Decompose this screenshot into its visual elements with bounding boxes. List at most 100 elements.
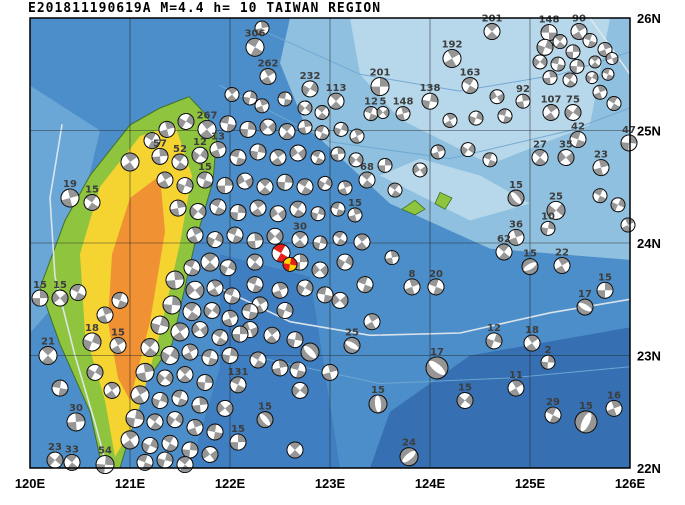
depth-label: 15 [371,385,385,396]
focal-mechanism-beachball [169,199,187,217]
focal-mechanism-beachball [171,389,189,407]
depth-label: 22 [555,248,569,259]
focal-mechanism-beachball [331,291,349,309]
depth-label: 11 [509,370,523,381]
focal-mechanism-beachball [310,150,326,165]
focal-mechanism-beachball [136,453,154,471]
focal-mechanism-beachball [574,410,598,434]
focal-mechanism-beachball [540,354,556,370]
focal-mechanism-beachball [337,180,353,196]
focal-mechanism-beachball [140,338,160,358]
focal-mechanism-beachball [160,346,180,365]
focal-mechanism-beachball [314,105,330,120]
focal-mechanism-beachball [523,334,541,352]
focal-mechanism-beachball [540,220,556,236]
focal-mechanism-beachball [399,447,419,467]
focal-mechanism-beachball [249,143,267,161]
focal-mechanism-beachball [358,171,376,189]
focal-mechanism-beachball [216,177,234,195]
focal-mechanism-beachball [532,54,548,70]
focal-mechanism-beachball [197,119,217,139]
depth-label: 12 [487,323,501,334]
focal-mechanism-beachball [96,306,114,324]
depth-label: 47 [622,125,636,136]
graticule [30,18,630,468]
lon-tick-label: 122E [215,476,246,491]
focal-mechanism-beachball [191,146,209,164]
focal-mechanism-beachball [162,295,182,315]
focal-mechanism-beachball [597,42,613,57]
depth-label: 2 [545,345,552,356]
focal-mechanism-beachball [550,56,566,72]
focal-mechanism-beachball [236,172,254,190]
focal-mechanism-beachball [229,149,247,166]
focal-mechanism-beachball [103,381,121,399]
focal-mechanism-beachball [249,199,267,217]
ishigaki-island [434,191,453,210]
lon-tick-label: 126E [615,476,646,491]
focal-mechanism-beachball [442,49,462,68]
focal-mechanism-beachball [427,278,445,296]
focal-mechanism-beachball [430,144,446,160]
focal-mechanism-beachball [497,108,513,124]
lat-tick-label: 24N [637,236,661,251]
focal-mechanism-beachball [216,399,234,417]
focal-mechanism-beachball [482,152,498,168]
focal-mechanism-beachball [553,257,571,274]
depth-label: 17 [430,347,444,358]
focal-mechanism-beachball [177,113,195,130]
focal-mechanism-beachball [425,356,449,380]
lon-tick-label: 124E [415,476,446,491]
depth-label: 8 [409,269,416,280]
depth-label: 148 [539,15,560,26]
bathy-contour-3 [249,355,630,385]
depth-label: 35 [559,140,573,151]
focal-mechanism-beachball [276,302,294,319]
focal-mechanism-beachball [200,252,220,272]
focal-mechanism-beachball [246,232,264,250]
focal-mechanism-beachball [229,376,247,394]
focal-mechanism-beachball [269,149,287,166]
depth-label: 232 [300,71,321,82]
focal-mechanism-beachball [515,93,531,109]
focal-mechanism-beachball [521,258,539,276]
depth-label: 138 [420,83,441,94]
depth-label: 33 [65,444,79,455]
focal-mechanism-beachball [461,77,479,94]
focal-mechanism-beachball [412,162,428,178]
focal-mechanism-layer [31,20,638,475]
focal-mechanism-beachball [246,253,264,271]
focal-mechanism-beachball [219,115,237,133]
deep-southeast-basin [370,327,630,468]
focal-mechanism-beachball [363,106,379,122]
focal-mechanism-beachball [546,200,566,220]
focal-mechanism-beachball [165,270,185,290]
focal-mechanism-beachball [256,411,274,429]
focal-mechanism-beachball [206,423,224,441]
focal-mechanism-beachball [301,80,319,98]
focal-mechanism-beachball [82,332,102,352]
depth-label: 267 [197,110,218,121]
focal-mechanism-beachball [489,89,505,105]
focal-mechanism-beachball [151,392,169,409]
plate-boundary-west [49,124,108,468]
focal-mechanism-beachball [176,177,194,195]
focal-mechanism-beachball [460,142,476,158]
depth-label: 201 [370,68,391,79]
main-event-layer [271,243,298,272]
depth-label: 68 [360,162,374,173]
depth-label: 23 [594,150,608,161]
plot-title: E201811190619A M=4.4 h= 10 TAIWAN REGION [28,1,382,16]
lon-tick-label: 125E [515,476,546,491]
focal-mechanism-beachball [311,261,329,279]
focal-mechanism-beachball [321,363,339,381]
depth-label: 15 [579,401,593,412]
focal-mechanism-beachball [588,55,602,69]
focal-mechanism-beachball [111,291,129,309]
focal-mechanism-beachball [189,203,207,220]
focal-mechanism-beachball [259,118,277,136]
focal-mechanism-beachball [38,346,58,365]
focal-mechanism-beachball [592,188,608,204]
focal-mechanism-beachball [336,253,354,271]
